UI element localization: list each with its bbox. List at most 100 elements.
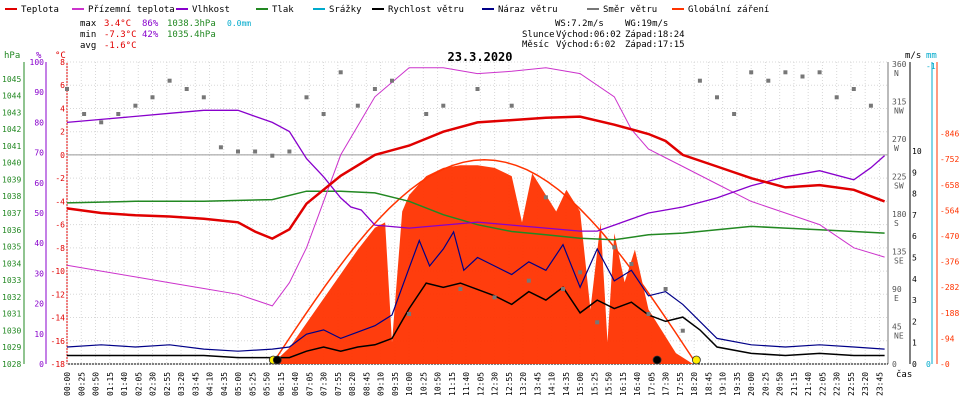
winddir-point — [561, 287, 565, 291]
tick-temperature: -10 — [51, 267, 66, 276]
tick-x: 20:50 — [776, 372, 785, 396]
tick-x: 18:20 — [690, 372, 699, 396]
tick-x: 21:15 — [790, 372, 799, 396]
legend: Teplota Přízemní teplota Vlhkost Tlak Srážky… — [5, 5, 769, 15]
winddir-point — [715, 95, 719, 100]
tick-temperature: -8 — [55, 244, 65, 253]
tick-x: 10:00 — [405, 372, 414, 396]
sun-label: Slunce — [522, 30, 555, 40]
moonset-marker — [652, 355, 662, 365]
tick-pressure: 1040 — [2, 159, 21, 168]
tick-x: 13:45 — [533, 372, 542, 396]
legend-label: Rychlost větru — [388, 5, 464, 15]
tick-x: 02:30 — [149, 372, 158, 396]
tick-x: 05:25 — [248, 372, 257, 396]
tick-pressure: 1039 — [2, 175, 21, 184]
winddir-point — [133, 103, 138, 108]
tick-pressure: 1035 — [2, 243, 21, 252]
tick-winddir: 360 — [892, 60, 907, 69]
tick-humidity: 60 — [34, 179, 44, 188]
series-pressure — [66, 190, 885, 241]
tick-x: 01:40 — [120, 372, 129, 396]
winddir-point — [236, 149, 240, 154]
solar-area — [272, 165, 693, 364]
series-gust — [66, 230, 885, 352]
stat-max-rain: 0.0mm — [227, 19, 251, 28]
legend-label: Srážky — [329, 5, 362, 15]
tick-x: 17:30 — [662, 372, 671, 396]
tick-temperature: 2 — [60, 128, 65, 137]
tick-windspeed: 9 — [912, 168, 917, 177]
tick-humidity: 100 — [30, 58, 45, 67]
tick-x: 06:15 — [277, 372, 286, 396]
moonrise-marker — [272, 355, 282, 365]
tick-pressure: 1037 — [2, 209, 21, 218]
tick-winddir: 90 — [892, 285, 902, 294]
stat-avg-temp: -1.6°C — [104, 41, 137, 51]
tick-solar: -282 — [940, 283, 959, 292]
tick-x: 00:50 — [92, 372, 101, 396]
tick-windspeed: 0 — [912, 360, 917, 369]
winddir-point — [441, 103, 446, 108]
winddir-point — [82, 112, 87, 116]
tick-x: 00:25 — [77, 372, 86, 396]
winddir-point — [372, 87, 377, 91]
tick-windspeed: 5 — [912, 254, 917, 263]
tick-x: 19:35 — [733, 372, 742, 396]
winddir-point — [612, 245, 617, 250]
tick-windspeed: 2 — [912, 317, 917, 326]
tick-temperature: 8 — [60, 58, 65, 67]
tick-temperature: -14 — [51, 314, 66, 323]
winddir-point — [766, 78, 771, 83]
tick-winddir: 135 — [892, 248, 907, 257]
tick-x: 08:20 — [348, 372, 357, 396]
tick-humidity: 50 — [34, 209, 44, 218]
tick-winddir: 315 — [892, 98, 907, 107]
tick-x: 13:20 — [519, 372, 528, 396]
winddir-point — [253, 149, 258, 154]
winddir-point — [800, 74, 805, 79]
tick-solar: -470 — [940, 232, 959, 241]
tick-x: 23:20 — [861, 372, 870, 396]
stat-min-hum: 42% — [142, 30, 159, 40]
winddir-point — [475, 87, 480, 91]
winddir-point — [646, 312, 651, 316]
tick-pressure: 1031 — [2, 310, 21, 319]
tick-winddir-compass: NW — [894, 107, 904, 116]
winddir-point — [663, 287, 668, 291]
tick-x: 17:05 — [647, 372, 656, 396]
winddir-point — [184, 87, 189, 91]
plot-area — [65, 67, 886, 365]
tick-humidity: 20 — [34, 300, 44, 309]
winddir-point — [270, 153, 275, 158]
winddir-point — [116, 112, 121, 116]
stat-min-press: 1035.4hPa — [167, 30, 216, 40]
axes: hPa% °C m/s mmčas10451044104310421041104010… — [2, 51, 959, 380]
chart-title: 23.3.2020 — [447, 50, 512, 64]
tick-humidity: 0 — [39, 360, 44, 369]
tick-humidity: 70 — [34, 149, 44, 158]
tick-pressure: 1030 — [2, 326, 21, 335]
tick-x: 05:00 — [234, 372, 243, 396]
legend-label: Přízemní teplota — [88, 5, 175, 15]
winddir-point — [407, 312, 412, 316]
tick-x: 07:05 — [305, 372, 314, 396]
tick-pressure: 1032 — [2, 293, 21, 302]
tick-x: 10:50 — [434, 372, 443, 396]
tick-x: 17:55 — [676, 372, 685, 396]
tick-x: 15:25 — [590, 372, 599, 396]
winddir-point — [578, 270, 583, 275]
winddir-point — [201, 95, 206, 100]
tick-windspeed: 4 — [912, 275, 917, 284]
tick-x: 19:10 — [719, 372, 728, 396]
winddir-point — [99, 120, 104, 125]
tick-temperature: -6 — [55, 221, 65, 230]
tick-x: 21:40 — [804, 372, 813, 396]
tick-winddir-compass: W — [894, 144, 899, 153]
stat-wg: WG:19m/s — [625, 19, 668, 29]
winddir-point — [868, 103, 873, 108]
series-humidity — [66, 109, 886, 232]
tick-humidity: 30 — [34, 269, 44, 278]
tick-x: 12:30 — [491, 372, 500, 396]
tick-solar: -846 — [940, 130, 959, 139]
